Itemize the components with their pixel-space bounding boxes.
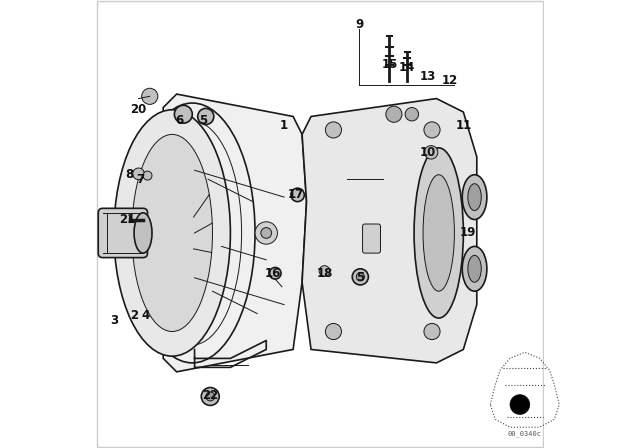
Circle shape xyxy=(405,108,419,121)
Circle shape xyxy=(319,266,330,276)
Text: 5: 5 xyxy=(356,271,364,284)
Text: 21: 21 xyxy=(119,213,136,226)
Text: 15: 15 xyxy=(381,58,397,72)
Circle shape xyxy=(201,388,219,405)
Circle shape xyxy=(325,323,342,340)
Text: 18: 18 xyxy=(316,267,333,280)
Text: 19: 19 xyxy=(460,226,476,240)
Circle shape xyxy=(198,108,214,125)
Circle shape xyxy=(352,269,369,285)
Text: 13: 13 xyxy=(419,69,436,83)
Text: 20: 20 xyxy=(131,103,147,116)
Circle shape xyxy=(141,88,158,104)
Text: 12: 12 xyxy=(442,74,458,87)
Text: 16: 16 xyxy=(265,267,281,280)
Text: 5: 5 xyxy=(200,114,207,128)
Polygon shape xyxy=(302,99,477,363)
Text: 1: 1 xyxy=(280,119,288,132)
Text: 00_0340c: 00_0340c xyxy=(508,431,542,437)
Ellipse shape xyxy=(134,213,152,253)
Polygon shape xyxy=(163,94,307,372)
Text: 11: 11 xyxy=(455,119,472,132)
Ellipse shape xyxy=(468,255,481,282)
Ellipse shape xyxy=(468,184,481,211)
Circle shape xyxy=(269,267,281,279)
Text: 7: 7 xyxy=(137,172,145,186)
Circle shape xyxy=(386,106,402,122)
Text: 2: 2 xyxy=(130,309,138,323)
Text: 4: 4 xyxy=(141,309,149,323)
Circle shape xyxy=(261,228,271,238)
Text: 10: 10 xyxy=(419,146,436,159)
Circle shape xyxy=(143,171,152,180)
Ellipse shape xyxy=(132,134,212,332)
Circle shape xyxy=(510,395,530,414)
Circle shape xyxy=(206,392,215,401)
Ellipse shape xyxy=(423,175,454,291)
FancyBboxPatch shape xyxy=(362,224,380,253)
Circle shape xyxy=(424,146,438,159)
Circle shape xyxy=(291,188,305,202)
Text: 17: 17 xyxy=(287,188,303,202)
Text: 22: 22 xyxy=(202,388,218,402)
Circle shape xyxy=(255,222,278,244)
Circle shape xyxy=(424,323,440,340)
Text: 8: 8 xyxy=(125,168,134,181)
Circle shape xyxy=(424,122,440,138)
Circle shape xyxy=(325,122,342,138)
Ellipse shape xyxy=(462,175,487,220)
Circle shape xyxy=(132,168,145,180)
Ellipse shape xyxy=(114,110,230,356)
Circle shape xyxy=(174,105,193,123)
Ellipse shape xyxy=(462,246,487,291)
Ellipse shape xyxy=(414,148,463,318)
Text: 6: 6 xyxy=(175,114,183,128)
Text: 14: 14 xyxy=(399,60,415,74)
FancyBboxPatch shape xyxy=(99,208,148,258)
Text: 3: 3 xyxy=(110,314,118,327)
Text: 9: 9 xyxy=(355,18,364,31)
Circle shape xyxy=(356,273,364,281)
